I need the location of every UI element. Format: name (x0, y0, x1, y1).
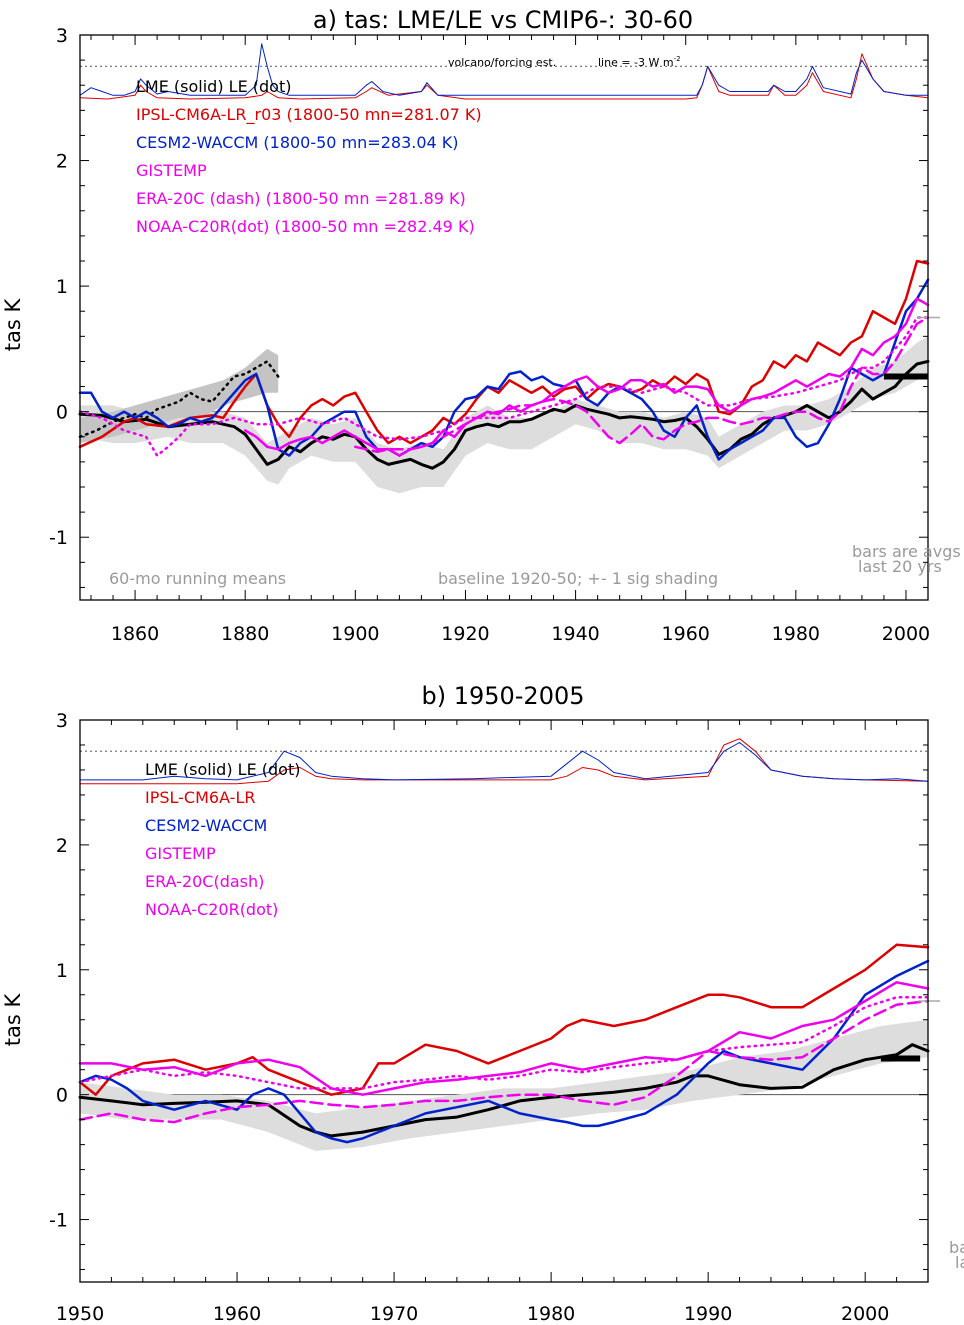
panel-b-ylabel: tas K (1, 993, 25, 1047)
x-tick-label: 1980 (772, 623, 820, 645)
legend-a-lme-le: LME (solid) LE (dot) (136, 77, 291, 96)
series-line-era-20c-dash (78, 999, 930, 1124)
x-tick-label: 1960 (213, 1303, 261, 1325)
y-tick-label: 1 (56, 960, 68, 982)
series-line-ipsl-forcing (79, 53, 929, 100)
legend-b-ipsl: IPSL-CM6A-LR (145, 788, 255, 807)
legend-b-cesm: CESM2-WACCM (145, 816, 267, 835)
series-line-noaa-c20r-dot (78, 316, 930, 457)
legend-a-ipsl: IPSL-CM6A-LR_r03 (1800-50 mn=281.07 K) (136, 105, 482, 125)
series-line-cesm-forcing (79, 742, 929, 782)
volcano-forcing-label: volcano/forcing est. (448, 56, 556, 69)
series-line-lme-solid (78, 1043, 930, 1138)
x-tick-label: 1990 (684, 1303, 732, 1325)
bars-note-b-1: ba (949, 1238, 964, 1257)
y-tick-label: 0 (56, 1085, 68, 1107)
baseline-note: baseline 1920-50; +- 1 sig shading (438, 569, 718, 588)
x-tick-label: 1970 (370, 1303, 418, 1325)
y-tick-label: -1 (49, 527, 68, 549)
series-line-le-dot (78, 360, 280, 439)
plot-frame (79, 34, 929, 601)
x-tick-label: 1860 (111, 623, 159, 645)
series-line-cesm2-waccm (78, 959, 930, 1144)
series-line-noaa-c20r-dot (78, 996, 930, 1090)
legend-b-era20c: ERA-20C(dash) (145, 872, 264, 891)
forcing-line-label-sup: -2 (674, 55, 681, 63)
legend-b-noaa: NOAA-C20R(dot) (145, 900, 278, 919)
series-line-era-20c-dash (354, 316, 930, 454)
plot-frame (79, 719, 929, 1283)
series-line-lme-solid (78, 359, 930, 470)
series-line-ipsl-cm6a-lr (78, 943, 930, 1096)
y-tick-label: 3 (56, 25, 68, 47)
panel-b-plot-area: -1 0 1 2 3 1950 1960 1970 1980 1990 2000 (49, 710, 940, 1325)
y-tick-label: 2 (56, 835, 68, 857)
bars-note-1: bars are avgs (852, 542, 961, 561)
series-line-cesm-forcing (79, 43, 929, 96)
legend-a-noaa: NOAA-C20R(dot) (1800-50 mn =282.49 K) (136, 217, 475, 236)
panel-a: a) tas: LME/LE vs CMIP6-: 30-60 tas K -1… (1, 6, 961, 645)
running-mean-note: 60-mo running means (109, 569, 286, 588)
y-tick-label: 3 (56, 710, 68, 732)
y-tick-label: -1 (49, 1210, 68, 1232)
x-tick-label: 1980 (527, 1303, 575, 1325)
legend-b-gistemp: GISTEMP (145, 844, 216, 863)
panel-a-legend: LME (solid) LE (dot) IPSL-CM6A-LR_r03 (1… (136, 77, 482, 236)
x-tick-label: 1880 (221, 623, 269, 645)
panel-b-title: b) 1950-2005 (421, 682, 584, 710)
lme-shading-band (80, 1019, 928, 1151)
forcing-line-label-text: line = -3 W m (598, 56, 674, 69)
y-tick-label: 0 (56, 402, 68, 424)
x-tick-label: 1950 (56, 1303, 104, 1325)
y-tick-label: 1 (56, 276, 68, 298)
x-tick-label: 1900 (331, 623, 379, 645)
legend-a-gistemp: GISTEMP (136, 161, 207, 180)
legend-a-cesm: CESM2-WACCM (1800-50 mn=283.04 K) (136, 133, 459, 152)
series-line-gistemp (78, 981, 930, 1096)
x-tick-label: 2000 (841, 1303, 889, 1325)
series-line-cesm2-waccm (78, 278, 930, 461)
x-tick-label: 1960 (662, 623, 710, 645)
legend-a-era20c: ERA-20C (dash) (1800-50 mn =281.89 K) (136, 189, 466, 208)
panel-a-ylabel: tas K (1, 298, 25, 352)
bars-note-b-2: la (955, 1253, 964, 1272)
x-tick-label: 2000 (882, 623, 930, 645)
x-tick-label: 1940 (551, 623, 599, 645)
series-line-gistemp (243, 297, 930, 457)
panel-b-legend: LME (solid) LE (dot) IPSL-CM6A-LR CESM2-… (145, 760, 300, 919)
forcing-line-label: line = -3 W m-2 (598, 55, 681, 69)
x-tick-label: 1920 (441, 623, 489, 645)
panel-a-plot-area: -1 0 1 2 3 1860 1880 1900 1920 1940 1960 1980 2000 (49, 25, 940, 645)
legend-b-lme-le: LME (solid) LE (dot) (145, 760, 300, 779)
panel-a-title: a) tas: LME/LE vs CMIP6-: 30-60 (313, 6, 693, 34)
bars-note-2: last 20 yrs (858, 557, 942, 576)
panel-b: b) 1950-2005 tas K -1 0 1 2 3 1950 1960 1970 198… (1, 682, 964, 1325)
y-tick-label: 2 (56, 151, 68, 173)
